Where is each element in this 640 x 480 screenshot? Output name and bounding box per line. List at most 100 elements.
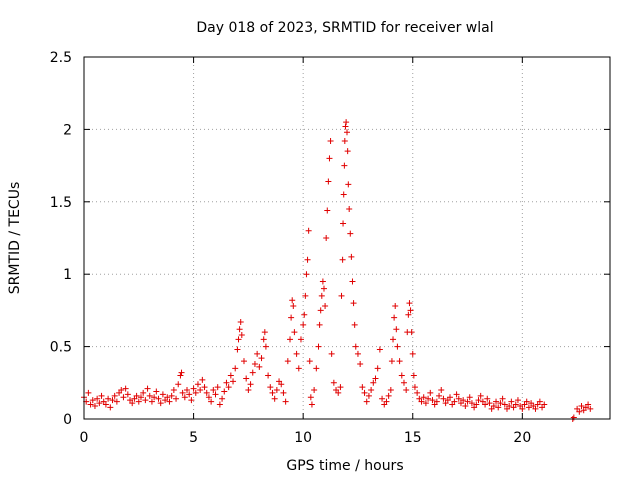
- data-point: [295, 365, 302, 372]
- y-tick-label: 2: [63, 122, 72, 138]
- data-point: [345, 181, 352, 188]
- data-point: [519, 405, 526, 412]
- data-point: [390, 336, 397, 343]
- data-point: [214, 384, 221, 391]
- data-point: [107, 404, 114, 411]
- data-point: [267, 384, 274, 391]
- data-point: [284, 358, 291, 365]
- data-point: [325, 178, 332, 185]
- data-point: [429, 397, 436, 404]
- data-point: [368, 387, 375, 394]
- data-point: [177, 372, 184, 379]
- data-point: [425, 395, 432, 402]
- data-point: [113, 398, 120, 405]
- grid-lines: [84, 57, 610, 419]
- data-point: [105, 395, 112, 402]
- data-point: [85, 389, 92, 396]
- data-point: [420, 394, 427, 401]
- data-point: [391, 314, 398, 321]
- data-point: [208, 398, 215, 405]
- data-point: [385, 392, 392, 399]
- data-point: [475, 397, 482, 404]
- data-point: [383, 398, 390, 405]
- data-point: [340, 191, 347, 198]
- data-point: [320, 285, 327, 292]
- data-point: [237, 318, 244, 325]
- data-point: [347, 230, 354, 237]
- data-point: [313, 365, 320, 372]
- data-point: [166, 398, 173, 405]
- data-point: [340, 220, 347, 227]
- data-point: [349, 278, 356, 285]
- data-point: [282, 398, 289, 405]
- y-tick-label: 2.5: [50, 50, 72, 66]
- data-point: [91, 402, 98, 409]
- data-point: [238, 332, 245, 339]
- data-point: [305, 227, 312, 234]
- data-point: [393, 326, 400, 333]
- data-point: [379, 395, 386, 402]
- data-point: [302, 292, 309, 299]
- data-point: [532, 405, 539, 412]
- data-point: [462, 402, 469, 409]
- data-point: [223, 379, 230, 386]
- data-point: [433, 398, 440, 405]
- data-point: [405, 311, 412, 318]
- data-point: [318, 292, 325, 299]
- data-point: [221, 388, 228, 395]
- data-point: [262, 343, 269, 350]
- data-point: [94, 395, 101, 402]
- data-point: [370, 379, 377, 386]
- data-point: [394, 343, 401, 350]
- data-point: [89, 397, 96, 404]
- data-point: [352, 343, 359, 350]
- data-point: [155, 395, 162, 402]
- x-tick-label: 20: [513, 430, 531, 446]
- data-point: [497, 400, 504, 407]
- data-point: [181, 394, 188, 401]
- data-point: [315, 343, 322, 350]
- data-point: [338, 292, 345, 299]
- data-point: [297, 336, 304, 343]
- data-point: [219, 395, 226, 402]
- data-point: [308, 401, 315, 408]
- data-point: [261, 329, 268, 336]
- data-point: [350, 300, 357, 307]
- y-tick-label: 1: [63, 267, 72, 283]
- data-point: [406, 300, 413, 307]
- data-point: [307, 394, 314, 401]
- data-point: [363, 398, 370, 405]
- data-point: [311, 387, 318, 394]
- data-point: [587, 405, 594, 412]
- data-point: [216, 401, 223, 408]
- data-point: [482, 401, 489, 408]
- data-point: [376, 346, 383, 353]
- data-point: [361, 389, 368, 396]
- data-point: [396, 358, 403, 365]
- data-point: [388, 358, 395, 365]
- data-point: [122, 385, 129, 392]
- data-point: [232, 365, 239, 372]
- data-point: [447, 394, 454, 401]
- data-point: [230, 378, 237, 385]
- data-point: [468, 400, 475, 407]
- data-point: [523, 398, 530, 405]
- data-point: [342, 123, 349, 130]
- data-point: [322, 303, 329, 310]
- data-point: [525, 404, 532, 411]
- data-point: [236, 326, 243, 333]
- data-point: [280, 389, 287, 396]
- data-point: [427, 389, 434, 396]
- data-point: [473, 401, 480, 408]
- data-point: [159, 391, 166, 398]
- data-point: [304, 256, 311, 263]
- data-point: [374, 365, 381, 372]
- data-point: [326, 155, 333, 162]
- data-point: [243, 375, 250, 382]
- data-point: [175, 381, 182, 388]
- data-point: [344, 148, 351, 155]
- data-point: [205, 394, 212, 401]
- data-point: [293, 350, 300, 357]
- data-point: [436, 392, 443, 399]
